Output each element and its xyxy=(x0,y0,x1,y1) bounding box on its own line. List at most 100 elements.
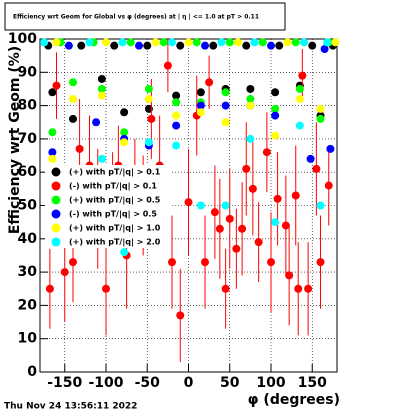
x-tick-label: 100 xyxy=(256,375,285,391)
data-point xyxy=(232,244,241,253)
y-tick-label: 70 xyxy=(18,131,38,147)
data-point xyxy=(118,38,127,47)
data-point xyxy=(97,74,106,83)
data-point xyxy=(246,94,255,103)
data-point xyxy=(151,38,160,47)
data-point xyxy=(316,114,325,123)
data-point xyxy=(295,94,304,103)
data-point xyxy=(192,38,201,47)
legend-marker xyxy=(51,223,61,233)
data-point xyxy=(285,271,294,280)
data-point xyxy=(126,38,135,47)
x-tick-label: 0 xyxy=(184,375,194,391)
y-tick-label: 10 xyxy=(18,331,38,347)
data-point xyxy=(40,38,49,47)
legend-label: (+) with pT/|q| > 1.0 xyxy=(69,224,161,233)
data-point xyxy=(306,154,315,163)
data-point xyxy=(52,81,61,90)
data-point xyxy=(316,104,325,113)
data-point xyxy=(221,101,230,110)
data-point xyxy=(238,224,247,233)
data-point xyxy=(271,111,280,120)
data-point xyxy=(294,284,303,293)
data-point xyxy=(196,108,205,117)
x-tick-label: 50 xyxy=(220,375,240,391)
y-tick-label: 50 xyxy=(18,198,38,214)
data-point xyxy=(159,38,168,47)
data-point xyxy=(172,141,181,150)
data-point xyxy=(316,201,325,210)
data-point xyxy=(201,41,209,50)
data-point xyxy=(60,268,69,277)
data-point xyxy=(205,78,214,87)
legend-label: (+) with pT/|q| > 0.5 xyxy=(69,196,161,205)
data-point xyxy=(172,98,181,107)
data-point xyxy=(77,41,86,50)
data-point xyxy=(323,38,332,47)
data-point xyxy=(201,258,209,267)
data-point xyxy=(48,88,57,97)
data-point xyxy=(144,138,153,147)
data-point xyxy=(281,221,290,230)
data-point xyxy=(221,88,230,97)
data-point xyxy=(85,38,94,47)
data-point xyxy=(254,238,263,247)
data-point xyxy=(176,311,185,320)
data-point xyxy=(331,38,340,47)
y-tick-label: 100 xyxy=(8,31,37,47)
data-point xyxy=(135,41,143,50)
data-point xyxy=(120,108,129,117)
data-point xyxy=(215,224,224,233)
data-point xyxy=(242,41,251,50)
x-axis-label: φ (degrees) xyxy=(248,392,340,408)
y-tick-label: 60 xyxy=(18,164,38,180)
data-point xyxy=(196,101,205,110)
y-tick-label: 30 xyxy=(18,264,38,280)
data-point xyxy=(75,144,84,153)
x-tick-label: -150 xyxy=(47,375,82,391)
data-point xyxy=(225,38,234,47)
data-point xyxy=(242,164,251,173)
data-point xyxy=(69,94,77,103)
data-point xyxy=(92,118,101,127)
legend-label: (-) with pT/|q| > 0.5 xyxy=(69,210,157,219)
x-tick-label: -50 xyxy=(135,375,161,391)
legend-marker xyxy=(51,181,61,191)
y-tick-label: 90 xyxy=(18,64,38,80)
data-point xyxy=(258,38,267,47)
data-point xyxy=(184,198,193,207)
data-point xyxy=(320,44,329,53)
data-point xyxy=(172,121,181,130)
data-point xyxy=(300,38,308,47)
legend-marker xyxy=(51,167,61,177)
data-point xyxy=(163,61,172,70)
data-point xyxy=(48,154,57,163)
legend-label: (+) with pT/|q| > 2.0 xyxy=(69,238,161,247)
legend-marker xyxy=(51,195,61,205)
data-point xyxy=(217,38,226,47)
data-point xyxy=(298,71,307,80)
legend-marker xyxy=(51,237,61,247)
data-point xyxy=(324,181,333,190)
data-point xyxy=(184,38,193,47)
data-point xyxy=(267,41,275,50)
data-point xyxy=(120,138,129,147)
data-point xyxy=(250,38,259,47)
data-point xyxy=(97,154,106,163)
data-point xyxy=(326,144,335,153)
data-point xyxy=(168,258,176,267)
data-point xyxy=(271,88,280,97)
data-point xyxy=(147,114,156,123)
data-point xyxy=(271,131,280,140)
data-point xyxy=(246,101,255,110)
data-point xyxy=(295,84,304,93)
data-point xyxy=(120,128,129,137)
x-tick-label: 150 xyxy=(298,375,327,391)
data-point xyxy=(248,184,257,193)
data-point xyxy=(45,284,54,293)
data-point xyxy=(262,148,271,157)
y-tick-label: 0 xyxy=(27,364,37,380)
data-point xyxy=(210,208,219,217)
y-tick-label: 40 xyxy=(18,231,38,247)
